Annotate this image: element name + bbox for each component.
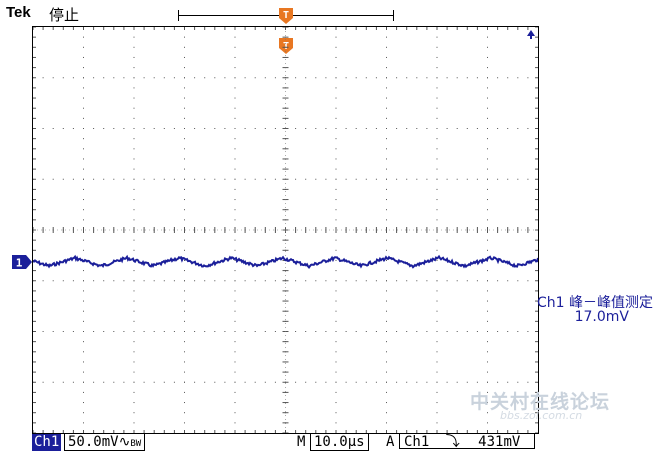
measurement-label: Ch1 峰－峰值测定 <box>536 295 653 311</box>
status-bar: Ch1 50.0mV∿BW M 10.0µs A Ch1 ⤵ 431mV <box>0 432 659 455</box>
bandwidth-limit-label: BW <box>130 439 142 449</box>
acquisition-status: 停止 <box>49 6 80 24</box>
trigger-settings: Ch1 ⤵ 431mV <box>399 433 535 450</box>
trigger-marker-bottom-label: T <box>283 41 289 52</box>
trigger-marker-top-label: T <box>283 10 289 21</box>
watermark-text: 中关村在线论坛 <box>470 391 611 413</box>
trigger-level: 431mV <box>478 434 521 450</box>
volts-per-div-value: 50.0mV <box>68 434 119 450</box>
trigger-position-marker: T T <box>279 8 293 54</box>
status-channel-badge: Ch1 <box>32 434 62 451</box>
bandwidth-limit-icon: ∿ <box>118 434 131 450</box>
timebase-label: M <box>297 434 306 450</box>
ch1-ground-marker: 1 <box>12 255 32 270</box>
trigger-level-arrow-icon <box>527 30 535 39</box>
ch1-waveform <box>33 254 538 269</box>
measurement-value: 17.0mV <box>574 309 629 325</box>
trigger-slope-icon: ⤵ <box>445 434 460 450</box>
trigger-source: Ch1 <box>404 434 430 450</box>
graticule <box>33 27 538 433</box>
watermark-url: bbs.zol.com.cn <box>500 409 583 422</box>
ch1-marker-label: 1 <box>16 257 23 270</box>
volts-per-div: 50.0mV∿BW <box>64 433 146 451</box>
trigger-label: A <box>386 434 395 450</box>
tek-logo: Tek <box>6 4 31 21</box>
time-per-div: 10.0µs <box>310 433 369 451</box>
waveform-display <box>32 26 539 434</box>
